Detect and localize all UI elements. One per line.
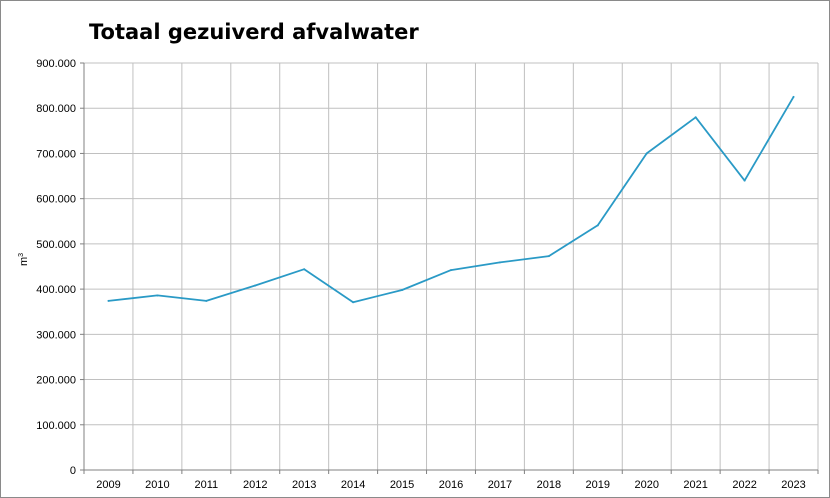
y-tick-label: 400.000	[36, 284, 76, 296]
y-tick-label: 100.000	[36, 420, 76, 432]
data-point	[205, 299, 208, 302]
x-tick-label: 2011	[195, 479, 219, 491]
y-axis-label: m3	[18, 253, 30, 266]
axes	[80, 62, 819, 474]
data-point	[547, 255, 550, 258]
y-tick-labels: 0 100.000 200.000 300.000 400.000 500.000 600.…	[36, 58, 76, 477]
grid-lines	[84, 62, 819, 470]
data-point	[352, 301, 355, 304]
data-point	[645, 152, 648, 155]
series-line	[108, 96, 795, 304]
data-point	[694, 116, 697, 119]
y-axis-label-base: m	[18, 257, 30, 266]
data-point	[498, 261, 501, 264]
data-point	[254, 284, 257, 287]
y-tick-label: 300.000	[36, 329, 76, 341]
data-point	[401, 289, 404, 292]
data-point	[792, 95, 795, 98]
x-tick-labels: 2009 2010 2011 2012 2013 2014 2015 2016 2017 2018…	[96, 479, 806, 491]
y-tick-label: 900.000	[36, 58, 76, 70]
y-tick-label: 800.000	[36, 103, 76, 115]
y-tick-label: 500.000	[36, 239, 76, 251]
data-point	[743, 179, 746, 182]
data-point	[450, 269, 452, 272]
x-tick-label: 2020	[634, 479, 658, 491]
series-group	[107, 95, 795, 304]
x-tick-label: 2009	[96, 479, 120, 491]
y-axis-label-sup: 3	[18, 253, 25, 257]
x-tick-label: 2018	[537, 479, 561, 491]
x-tick-label: 2010	[145, 479, 169, 491]
chart-title: Totaal gezuiverd afvalwater	[89, 20, 419, 44]
x-tick-label: 2014	[341, 479, 365, 491]
x-tick-label: 2022	[732, 479, 756, 491]
data-point	[303, 268, 306, 271]
x-tick-label: 2013	[292, 479, 316, 491]
x-tick-label: 2019	[586, 479, 610, 491]
y-tick-label: 0	[70, 465, 76, 477]
x-tick-label: 2017	[488, 479, 512, 491]
x-tick-label: 2015	[390, 479, 414, 491]
y-tick-label: 200.000	[36, 375, 76, 387]
x-tick-label: 2012	[243, 479, 267, 491]
data-point	[107, 299, 110, 302]
data-point	[596, 224, 599, 227]
y-tick-label: 700.000	[36, 148, 76, 160]
x-tick-label: 2016	[439, 479, 463, 491]
y-tick-label: 600.000	[36, 194, 76, 206]
x-tick-label: 2023	[781, 479, 805, 491]
data-point	[156, 294, 159, 297]
x-tick-label: 2021	[683, 479, 707, 491]
